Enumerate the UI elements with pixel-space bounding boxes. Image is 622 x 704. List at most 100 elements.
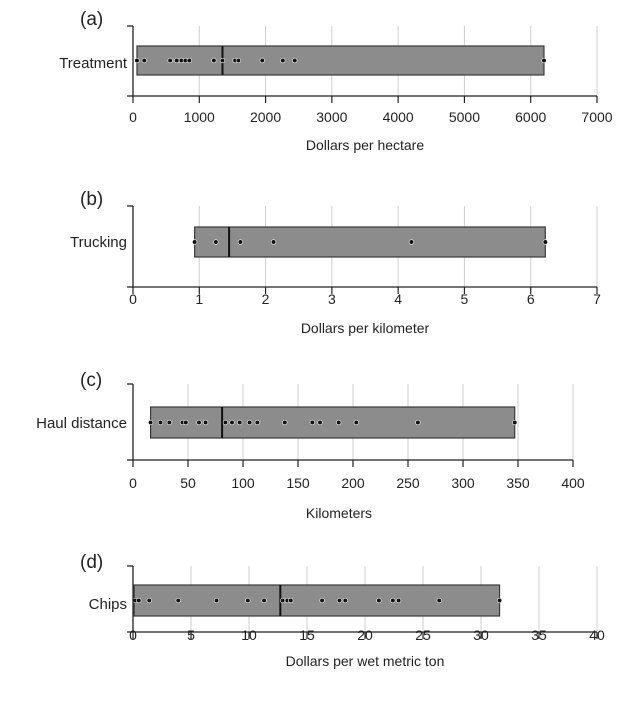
x-tick-label: 15 xyxy=(299,627,315,643)
x-tick-label: 0 xyxy=(129,109,137,125)
x-tick-label: 2000 xyxy=(250,109,281,125)
x-tick-label: 0 xyxy=(129,627,137,643)
data-point xyxy=(175,597,181,604)
data-point xyxy=(148,419,154,426)
box-rect xyxy=(136,45,545,76)
data-point xyxy=(213,239,219,245)
data-point xyxy=(235,57,241,64)
x-tick-label: 1000 xyxy=(184,109,215,125)
box-rect xyxy=(194,226,546,258)
data-point xyxy=(259,57,265,64)
x-tick-label: 50 xyxy=(180,475,196,491)
x-axis-title: Dollars per hectare xyxy=(306,137,424,153)
data-point xyxy=(254,419,260,426)
x-tick-label: 30 xyxy=(473,627,489,643)
x-tick-label: 250 xyxy=(396,475,420,491)
data-point xyxy=(390,597,396,604)
data-point xyxy=(134,57,140,64)
x-tick-label: 300 xyxy=(451,475,475,491)
data-point xyxy=(512,419,518,426)
x-tick-label: 7000 xyxy=(581,109,612,125)
panel-label: (b) xyxy=(80,189,103,210)
data-point xyxy=(280,57,286,64)
x-axis-title: Kilometers xyxy=(306,505,372,521)
x-tick-label: 0 xyxy=(129,475,137,491)
data-point xyxy=(174,57,180,64)
data-point xyxy=(496,597,503,604)
x-tick-label: 6000 xyxy=(515,109,546,125)
data-point xyxy=(415,419,421,426)
x-tick-label: 25 xyxy=(415,627,431,643)
x-tick-label: 5 xyxy=(187,627,195,643)
x-axis-title: Dollars per wet metric ton xyxy=(286,653,445,669)
data-point xyxy=(541,57,547,64)
data-point xyxy=(222,419,228,426)
data-point xyxy=(245,597,251,604)
data-point xyxy=(146,597,152,604)
data-point xyxy=(542,239,548,245)
panel-c: 0 50 100 150 200 250 300 350 400 (c) Haul distance… xyxy=(36,370,585,521)
data-point xyxy=(141,57,147,64)
data-point xyxy=(317,419,323,426)
data-point xyxy=(196,419,202,426)
data-point xyxy=(192,239,198,245)
data-point xyxy=(336,419,342,426)
panel-d: 0 5 10 15 20 25 30 35 40 (d) Chips Dollars per wet … xyxy=(80,552,605,669)
data-point xyxy=(213,597,220,604)
data-point xyxy=(229,419,235,426)
data-point xyxy=(288,597,294,604)
x-tick-label: 40 xyxy=(589,627,605,643)
data-point xyxy=(282,419,288,426)
panel-label: (d) xyxy=(80,552,103,573)
x-tick-label: 2 xyxy=(262,291,270,307)
category-label: Trucking xyxy=(70,234,127,251)
x-tick-label: 4000 xyxy=(383,109,414,125)
x-tick-label: 3 xyxy=(328,291,336,307)
data-point xyxy=(336,597,343,604)
data-point xyxy=(319,597,325,604)
x-tick-label: 5 xyxy=(461,291,469,307)
panel-a: 0 1000 2000 3000 4000 5000 6000 7000 (a) Treatmen… xyxy=(59,9,613,153)
x-tick-label: 10 xyxy=(241,627,257,643)
data-point xyxy=(211,57,217,64)
x-tick-label: 7 xyxy=(593,291,601,307)
data-point xyxy=(237,239,243,245)
data-point xyxy=(353,419,359,426)
data-point xyxy=(396,597,402,604)
x-tick-label: 100 xyxy=(231,475,255,491)
x-tick-label: 20 xyxy=(357,627,373,643)
panel-label: (a) xyxy=(80,9,103,30)
data-point xyxy=(157,419,164,426)
data-point xyxy=(292,57,298,64)
data-point xyxy=(167,57,173,64)
data-point xyxy=(247,419,253,426)
x-tick-label: 200 xyxy=(341,475,365,491)
x-tick-label: 6 xyxy=(527,291,535,307)
data-point xyxy=(203,419,209,426)
data-point xyxy=(186,57,192,64)
category-label: Haul distance xyxy=(36,415,127,432)
data-point xyxy=(309,419,315,426)
category-label: Chips xyxy=(89,596,127,613)
data-point xyxy=(376,597,382,604)
x-tick-label: 4 xyxy=(394,291,402,307)
data-point xyxy=(342,597,348,604)
data-point xyxy=(136,597,142,604)
x-tick-label: 35 xyxy=(531,627,547,643)
x-axis-title: Dollars per kilometer xyxy=(301,320,430,336)
data-point xyxy=(261,597,267,604)
x-tick-label: 150 xyxy=(286,475,310,491)
data-point xyxy=(270,239,277,245)
panel-label: (c) xyxy=(80,370,102,391)
x-tick-label: 400 xyxy=(561,475,585,491)
panel-b: 0 1 2 3 4 5 6 7 (b) Trucking Dollars per kilometer xyxy=(70,189,601,336)
category-label: Treatment xyxy=(59,55,128,72)
x-tick-label: 3000 xyxy=(316,109,347,125)
x-tick-label: 0 xyxy=(129,291,137,307)
data-point xyxy=(166,419,172,426)
data-point xyxy=(183,419,189,426)
x-tick-label: 1 xyxy=(195,291,203,307)
box-rect xyxy=(133,584,501,617)
x-tick-label: 5000 xyxy=(449,109,480,125)
